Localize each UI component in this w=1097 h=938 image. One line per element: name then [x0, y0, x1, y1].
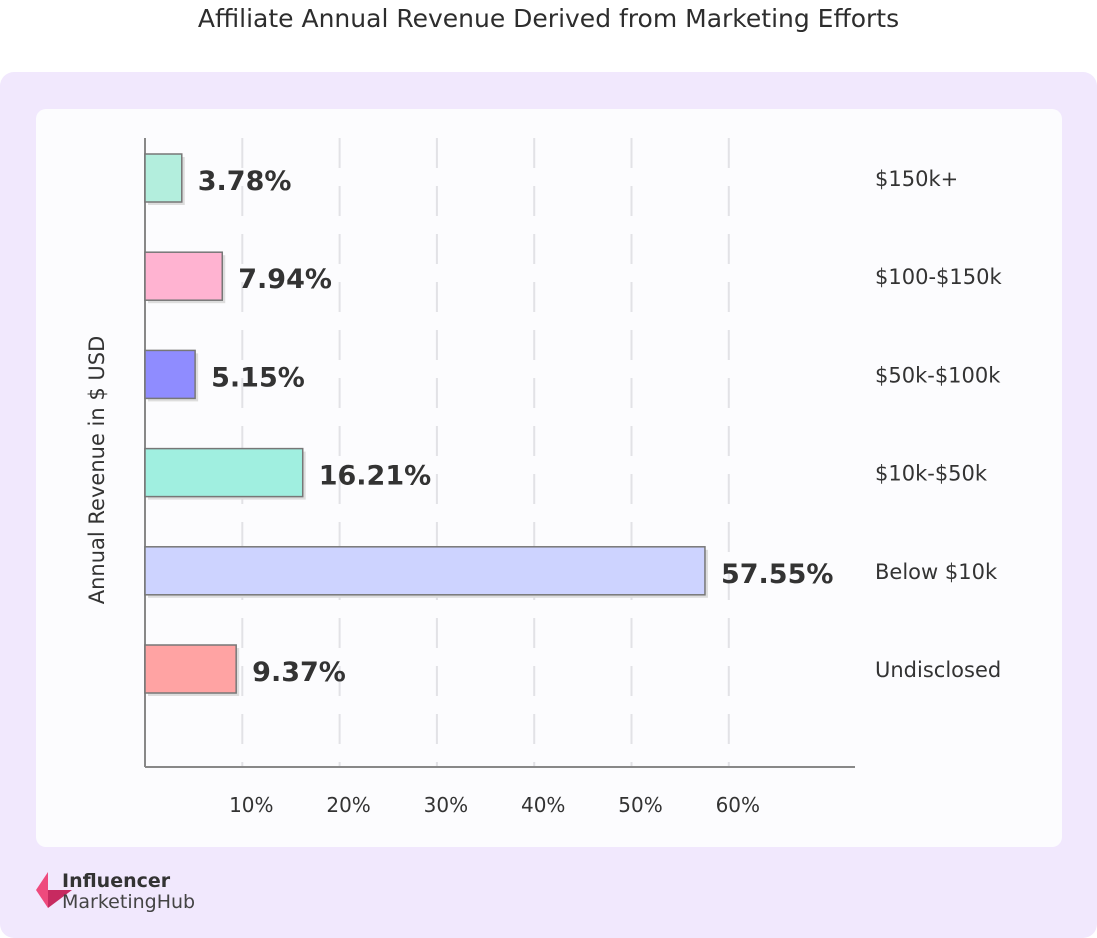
data-label: 5.15%	[211, 362, 305, 393]
data-label: 16.21%	[319, 461, 431, 492]
x-tick-label: 10%	[229, 793, 273, 817]
brand-line2: MarketingHub	[62, 891, 196, 913]
x-tick-label: 30%	[424, 793, 468, 817]
category-label: $50k-$100k	[875, 363, 1001, 387]
category-label: $10k-$50k	[875, 462, 988, 486]
x-tick-label: 60%	[716, 793, 760, 817]
data-label: 3.78%	[198, 166, 292, 197]
bar	[144, 251, 224, 301]
bar	[144, 349, 196, 400]
chart-title: Affiliate Annual Revenue Derived from Ma…	[197, 4, 900, 33]
bar	[144, 644, 237, 694]
data-label: 7.94%	[238, 264, 332, 295]
bar	[144, 153, 183, 203]
brand-line1: Influencer	[62, 870, 171, 892]
category-label: $150k+	[875, 167, 958, 191]
bar	[144, 447, 304, 498]
y-axis-label: Annual Revenue in $ USD	[85, 336, 109, 605]
data-label: 9.37%	[252, 657, 346, 688]
x-tick-label: 40%	[521, 793, 565, 817]
category-label: Undisclosed	[875, 658, 1001, 682]
data-label: 57.55%	[721, 559, 833, 590]
category-label: Below $10k	[875, 560, 998, 584]
x-tick-label: 20%	[326, 793, 370, 817]
x-tick-label: 50%	[618, 793, 662, 817]
category-label: $100-$150k	[875, 265, 1002, 289]
influencer-marketing-hub-logo	[36, 872, 72, 908]
bar	[144, 546, 706, 596]
